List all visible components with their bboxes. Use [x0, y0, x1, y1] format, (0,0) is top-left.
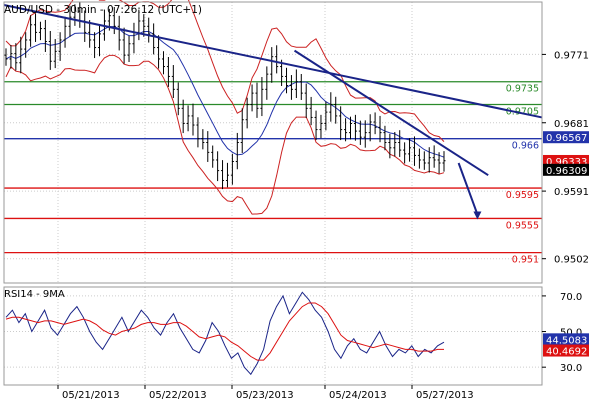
rsi-tag: 44.5083 — [546, 335, 587, 346]
price-gridlines — [4, 2, 542, 283]
price-ytick-label: 0.9591 — [554, 187, 589, 198]
price-tag-bg — [543, 131, 589, 144]
level-label: 0.951 — [512, 255, 539, 266]
rsi-ytick-label: 30.0 — [560, 363, 582, 374]
rsi-title: RSI14 - 9MA — [4, 289, 65, 300]
chart-title: AUD/USD - 30min - 07:26:12 (UTC+1) — [4, 4, 202, 16]
axis-labels: 0.9771 0.9681 0.9591 0.9502 70.0 50.0 30.0 05/2… — [57, 50, 589, 400]
rsi-pane-frame — [3, 286, 543, 386]
price-candles — [4, 2, 446, 190]
bollinger-bands — [5, 0, 445, 215]
bollinger-lower — [5, 54, 445, 215]
xtick-label: 05/22/2013 — [149, 390, 207, 400]
bollinger-upper — [5, 0, 445, 142]
rsi-tag: 40.4692 — [546, 347, 587, 358]
rsi-tag-bg — [543, 333, 589, 346]
xtick-label: 05/24/2013 — [329, 390, 387, 400]
price-ytick-label: 0.9771 — [554, 50, 589, 61]
plot-frames — [3, 1, 543, 386]
price-ytick-label: 0.9502 — [554, 255, 589, 266]
price-tag: 0.96333 — [546, 157, 587, 168]
xtick-label: 05/27/2013 — [416, 390, 474, 400]
moving-average — [5, 26, 445, 158]
level-label: 0.9555 — [506, 220, 539, 231]
trendline — [3, 4, 543, 119]
rsi-ytick-label: 50.0 — [560, 328, 582, 339]
price-tag: 0.96567 — [546, 133, 587, 144]
support-resistance-levels: 0.9735 0.9705 0.966 0.9595 0.9555 0.951 — [4, 81, 542, 266]
rsi-series — [5, 291, 445, 376]
price-ytick-label: 0.9681 — [554, 119, 589, 130]
price-tag-bg — [543, 163, 589, 176]
projection-arrow-head — [473, 211, 482, 220]
trendline — [293, 49, 489, 176]
trendlines — [3, 4, 543, 220]
xtick-label: 05/21/2013 — [62, 390, 120, 400]
level-label: 0.966 — [512, 141, 539, 152]
rsi-gridlines — [4, 287, 542, 385]
level-label: 0.9705 — [506, 107, 539, 118]
rsi-ytick-label: 70.0 — [560, 292, 582, 303]
rsi-ma-line — [5, 302, 444, 361]
xtick-label: 05/23/2013 — [236, 390, 294, 400]
price-tag: 0.96309 — [546, 166, 587, 177]
price-pane-frame — [3, 1, 543, 284]
rsi-tag-bg — [543, 344, 589, 357]
projection-arrow-shaft — [457, 162, 479, 215]
level-label: 0.9595 — [506, 190, 539, 201]
level-label: 0.9735 — [506, 84, 539, 95]
rsi-line — [5, 291, 445, 376]
